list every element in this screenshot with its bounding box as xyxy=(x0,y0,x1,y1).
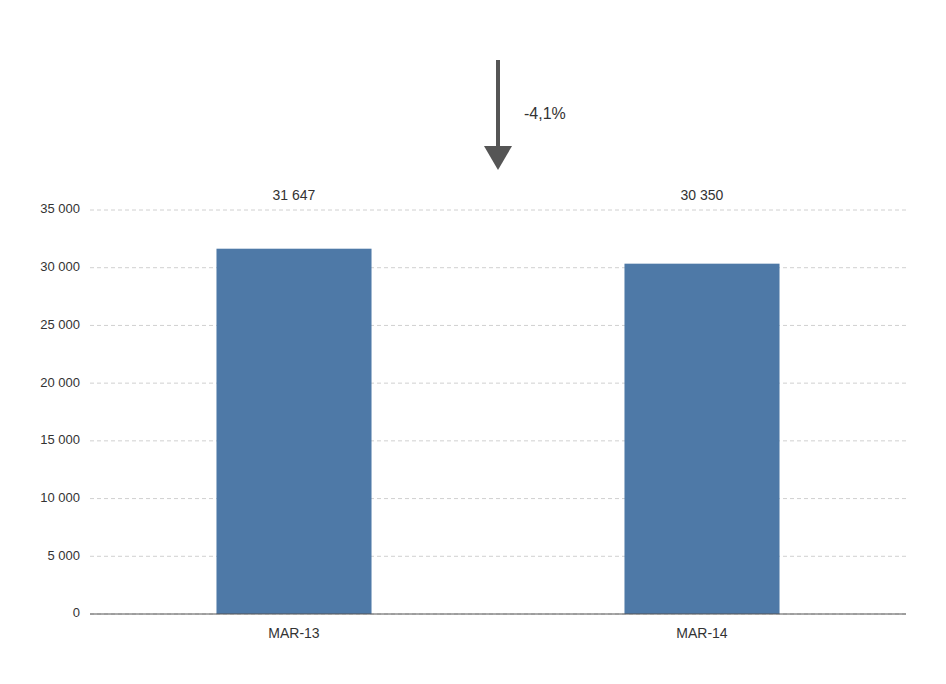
grid-line xyxy=(90,210,906,211)
grid-line xyxy=(90,325,906,326)
grid-line xyxy=(90,498,906,499)
grid-line xyxy=(90,614,906,615)
y-tick-label: 15 000 xyxy=(40,432,80,447)
grid-line xyxy=(90,440,906,441)
y-tick-label: 10 000 xyxy=(40,490,80,505)
y-tick-label: 30 000 xyxy=(40,259,80,274)
grid-line xyxy=(90,383,906,384)
x-tick-label: MAR-14 xyxy=(676,625,728,641)
grid xyxy=(90,210,906,614)
bar xyxy=(216,249,371,614)
bar xyxy=(624,264,779,614)
x-axis: MAR-13 MAR-14 xyxy=(268,625,728,641)
grid-line xyxy=(90,267,906,268)
chart-container: 0 5 000 10 000 15 000 20 000 25 000 30 000 35 0… xyxy=(0,0,946,684)
annotation-text: -4,1% xyxy=(524,105,566,122)
annotation: -4,1% xyxy=(484,60,566,170)
x-axis-line xyxy=(90,614,906,615)
grid-line xyxy=(90,556,906,557)
y-tick-label: 0 xyxy=(73,605,80,620)
y-tick-label: 35 000 xyxy=(40,201,80,216)
y-tick-label: 25 000 xyxy=(40,317,80,332)
data-label: 31 647 xyxy=(273,187,316,203)
arrow-head xyxy=(484,146,512,170)
x-tick-label: MAR-13 xyxy=(268,625,320,641)
bars xyxy=(216,249,779,614)
data-label: 30 350 xyxy=(681,187,724,203)
arrow-shaft xyxy=(496,60,500,148)
y-axis: 0 5 000 10 000 15 000 20 000 25 000 30 000 35 0… xyxy=(40,201,80,620)
chart-svg: 0 5 000 10 000 15 000 20 000 25 000 30 000 35 0… xyxy=(0,0,946,684)
y-tick-label: 5 000 xyxy=(47,548,80,563)
y-tick-label: 20 000 xyxy=(40,375,80,390)
background xyxy=(0,0,946,684)
data-labels: 31 647 30 350 xyxy=(273,187,724,203)
